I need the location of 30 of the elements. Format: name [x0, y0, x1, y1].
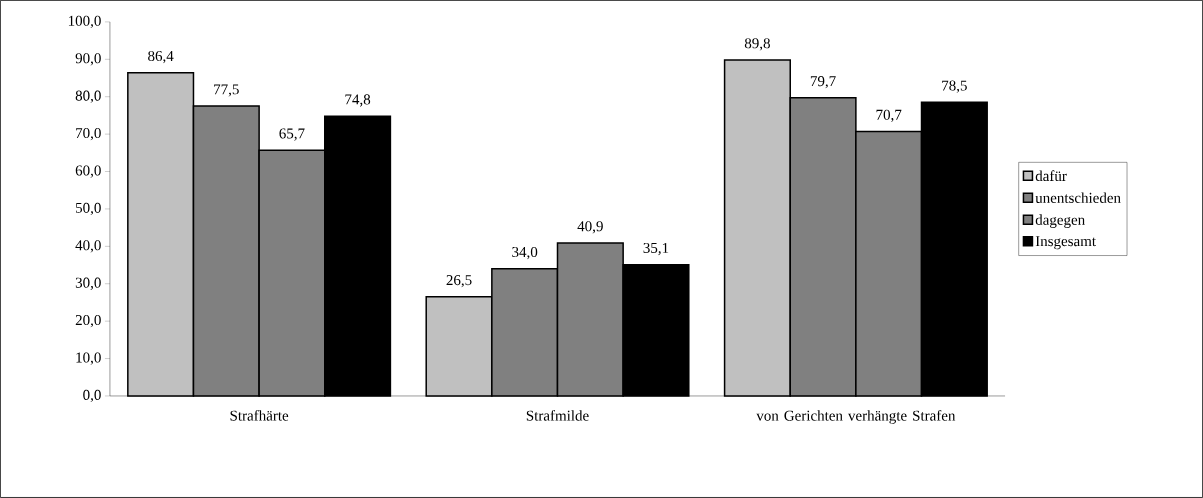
y-tick-label: 80,0: [75, 90, 101, 103]
y-tick-label: 70,0: [76, 128, 101, 141]
x-tick-label: Strafmilde: [526, 410, 589, 421]
y-tick-label: 0,0: [83, 389, 101, 403]
y-tick-label: 20,0: [75, 315, 101, 328]
y-tick-label: 40,0: [75, 240, 101, 253]
data-label: 78,5: [942, 80, 967, 93]
data-label: 40,9: [577, 221, 603, 234]
y-tick-label: 90,0: [75, 53, 101, 66]
data-label: 79,7: [810, 76, 836, 89]
legend-label: unentschieden: [1035, 192, 1121, 203]
y-tick-label: 60,0: [75, 165, 101, 178]
legend-label: dafür: [1035, 170, 1067, 182]
data-label: 65,7: [279, 128, 305, 141]
data-label: 35,1: [643, 242, 669, 256]
x-tick-label: von Gerichten verhängte Strafen: [756, 410, 956, 424]
y-tick-label: 50,0: [76, 202, 101, 216]
data-label: 86,4: [148, 51, 174, 64]
data-label: 74,8: [345, 94, 371, 107]
legend-label: dagegen: [1035, 214, 1085, 228]
legend-label: Insgesamt: [1035, 236, 1096, 250]
y-tick-label: 10,0: [76, 352, 101, 365]
data-label: 34,0: [512, 247, 538, 260]
data-label: 70,7: [876, 109, 902, 123]
y-tick-label: 30,0: [75, 277, 101, 290]
data-label: 77,5: [214, 84, 239, 97]
x-tick-label: Strafhärte: [230, 410, 289, 421]
data-label: 26,5: [446, 275, 472, 288]
y-tick-label: 100,0: [68, 15, 101, 29]
data-label: 89,8: [744, 38, 770, 51]
